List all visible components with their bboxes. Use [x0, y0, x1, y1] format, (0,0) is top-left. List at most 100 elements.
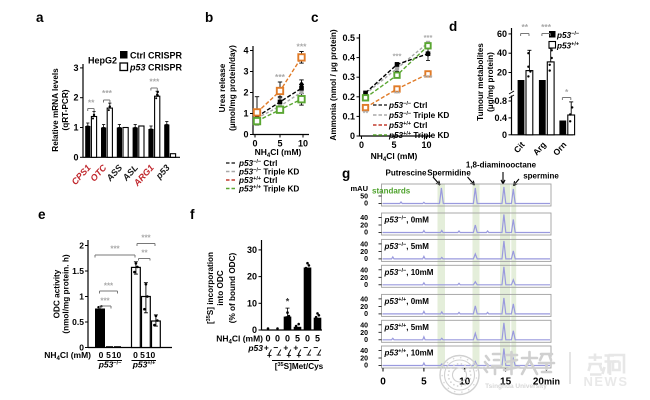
svg-text:HepG2: HepG2 — [88, 56, 117, 66]
svg-text:0: 0 — [243, 130, 248, 140]
svg-text:***: *** — [275, 72, 286, 82]
svg-text:(µmol/mg protein/day): (µmol/mg protein/day) — [228, 45, 237, 131]
svg-text:20: 20 — [360, 249, 368, 256]
svg-text:2: 2 — [73, 93, 78, 103]
svg-text:p53−/− Ctrl: p53−/− Ctrl — [238, 159, 277, 168]
svg-text:*: * — [286, 296, 290, 306]
svg-text:20: 20 — [360, 304, 368, 311]
svg-text:p53+/+ Ctrl: p53+/+ Ctrl — [388, 121, 427, 130]
svg-text:***: *** — [424, 73, 433, 82]
svg-text:g: g — [342, 166, 350, 181]
svg-text:***: *** — [110, 245, 120, 254]
svg-text:0: 0 — [359, 140, 364, 150]
svg-text:3: 3 — [243, 67, 248, 77]
svg-text:mAU: mAU — [350, 184, 368, 193]
svg-text:−: − — [276, 350, 281, 360]
svg-text:1: 1 — [79, 292, 84, 302]
svg-text:Ammonia (nmol / µg protein): Ammonia (nmol / µg protein) — [329, 29, 338, 140]
svg-text:20: 20 — [247, 272, 257, 282]
svg-text:p53+/+: p53+/+ — [132, 360, 156, 370]
svg-text:p53−/−, 10mM: p53−/−, 10mM — [384, 268, 434, 277]
svg-text:(% of bound ODC): (% of bound ODC) — [228, 252, 237, 323]
svg-text:40: 40 — [360, 322, 368, 329]
svg-text:p53−/− Ctrl: p53−/− Ctrl — [388, 101, 427, 110]
svg-text:p53+/+ Triple KD: p53+/+ Triple KD — [238, 185, 299, 194]
svg-text:0: 0 — [350, 131, 355, 141]
svg-text:5: 5 — [315, 334, 320, 344]
svg-text:5: 5 — [277, 139, 282, 149]
svg-text:p53−/−: p53−/− — [98, 360, 122, 370]
svg-text:1: 1 — [73, 123, 78, 133]
svg-text:20: 20 — [360, 330, 368, 337]
svg-text:0: 0 — [275, 334, 280, 344]
svg-text:5: 5 — [295, 334, 300, 344]
svg-text:Tsinghua University: Tsinghua University — [485, 383, 547, 390]
svg-text:40: 40 — [360, 267, 368, 274]
svg-text:into ODC: into ODC — [216, 270, 225, 306]
svg-text:[35S]Met/Cys: [35S]Met/Cys — [275, 362, 324, 371]
svg-text:2: 2 — [79, 241, 84, 251]
svg-text:p53+/+, 10mM: p53+/+, 10mM — [384, 349, 434, 358]
svg-text:5: 5 — [106, 350, 111, 360]
svg-text:0: 0 — [380, 377, 386, 388]
svg-text:1,8-diaminooctane: 1,8-diaminooctane — [466, 161, 537, 170]
svg-text:Spermidine: Spermidine — [427, 169, 471, 178]
svg-text:0: 0 — [364, 363, 368, 370]
svg-text:**: ** — [363, 108, 369, 117]
svg-text:(qRT-PCR): (qRT-PCR) — [61, 89, 70, 130]
svg-text:**: ** — [521, 22, 528, 32]
svg-text:0: 0 — [133, 350, 138, 360]
svg-text:NEWS: NEWS — [584, 374, 629, 389]
svg-text:a: a — [36, 10, 44, 25]
svg-text:standards: standards — [372, 187, 411, 196]
svg-text:−: − — [273, 343, 278, 353]
svg-text:+: + — [264, 343, 269, 353]
svg-text:p53−/− Triple KD: p53−/− Triple KD — [388, 111, 449, 120]
svg-text:p53−/−: p53−/− — [556, 31, 579, 40]
svg-text:spermine: spermine — [523, 172, 559, 181]
svg-text:0: 0 — [305, 334, 310, 344]
svg-text:40: 40 — [497, 48, 507, 58]
svg-text:ODC activity: ODC activity — [53, 269, 62, 318]
svg-text:40: 40 — [360, 296, 368, 303]
svg-text:20: 20 — [497, 68, 507, 78]
svg-text:40: 40 — [360, 215, 368, 222]
svg-text:0: 0 — [364, 201, 368, 208]
svg-text:0: 0 — [79, 343, 84, 353]
svg-text:0.4: 0.4 — [342, 53, 355, 63]
svg-text:*: * — [565, 87, 569, 97]
svg-text:***: *** — [424, 33, 433, 42]
svg-text:+: + — [293, 343, 298, 353]
svg-text:1: 1 — [243, 109, 248, 119]
svg-text:+: + — [267, 350, 272, 360]
svg-text:Relative mRNA levels: Relative mRNA levels — [51, 68, 60, 152]
svg-text:NH4Cl (mM): NH4Cl (mM) — [44, 350, 91, 362]
svg-text:***: *** — [149, 77, 160, 87]
svg-text:***: *** — [297, 42, 308, 52]
svg-text:10: 10 — [459, 377, 471, 388]
svg-text:−: − — [313, 343, 318, 353]
svg-text:f: f — [190, 207, 195, 222]
svg-text:0: 0 — [99, 350, 104, 360]
svg-text:p53+/+, 0mM: p53+/+, 0mM — [384, 297, 430, 306]
svg-text:10: 10 — [421, 140, 431, 150]
svg-text:5: 5 — [140, 350, 145, 360]
svg-text:10: 10 — [247, 298, 257, 308]
svg-text:−: − — [303, 343, 308, 353]
svg-text:1.5: 1.5 — [72, 266, 84, 276]
svg-text:p53−/−, 5mM: p53−/−, 5mM — [384, 242, 430, 251]
svg-text:p53−/−, 0mM: p53−/−, 0mM — [384, 216, 430, 225]
svg-text:Putrescine: Putrescine — [386, 169, 427, 178]
svg-text:+: + — [283, 343, 288, 353]
svg-text:0: 0 — [364, 256, 368, 263]
svg-text:p53+/+, 5mM: p53+/+, 5mM — [384, 323, 430, 332]
svg-text:***: *** — [102, 88, 113, 98]
svg-text:0: 0 — [285, 334, 290, 344]
svg-text:0.5: 0.5 — [342, 33, 355, 43]
svg-text:0: 0 — [364, 311, 368, 318]
svg-text:+: + — [286, 350, 291, 360]
svg-text:p53+/+: p53+/+ — [556, 42, 579, 51]
svg-text:0: 0 — [364, 337, 368, 344]
svg-text:0: 0 — [265, 334, 270, 344]
svg-text:+: + — [296, 350, 301, 360]
